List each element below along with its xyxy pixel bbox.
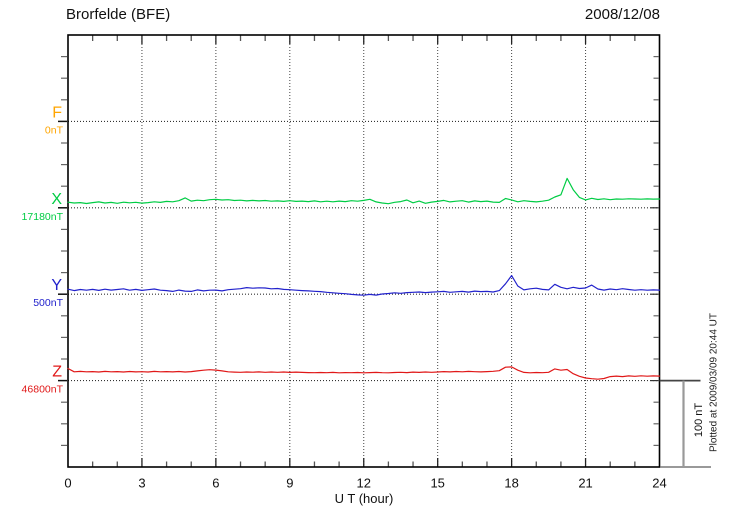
channel-letter-Z: Z xyxy=(52,364,62,381)
x-tick-label-21: 21 xyxy=(578,476,592,491)
plot-border xyxy=(67,34,661,468)
x-tick-label-12: 12 xyxy=(357,476,371,491)
x-tick-label-9: 9 xyxy=(286,476,293,491)
x-tick-label-0: 0 xyxy=(64,476,71,491)
trace-X xyxy=(67,177,661,205)
channel-baseline-value-F: 0nT xyxy=(45,124,64,136)
station-title: Brorfelde (BFE) xyxy=(66,6,171,23)
channel-baseline-value-Y: 500nT xyxy=(33,297,63,309)
scale-bar-label: 100 nT xyxy=(693,402,705,438)
x-axis-title: U T (hour) xyxy=(334,491,394,506)
channel-letter-F: F xyxy=(52,104,62,121)
channel-letter-X: X xyxy=(51,191,62,208)
x-tick-label-15: 15 xyxy=(430,476,444,491)
channel-baseline-value-Z: 46800nT xyxy=(22,384,64,396)
channel-baseline-value-X: 17180nT xyxy=(22,211,64,223)
x-tick-label-18: 18 xyxy=(504,476,518,491)
channel-letter-Y: Y xyxy=(51,277,62,294)
x-tick-label-3: 3 xyxy=(138,476,145,491)
trace-Z xyxy=(67,366,661,380)
trace-Y xyxy=(67,275,661,296)
plotted-note: Plotted at 2009/03/09 20:44 UT xyxy=(708,313,720,452)
x-tick-label-6: 6 xyxy=(212,476,219,491)
date-label: 2008/12/08 xyxy=(584,6,660,23)
x-tick-label-24: 24 xyxy=(652,476,666,491)
